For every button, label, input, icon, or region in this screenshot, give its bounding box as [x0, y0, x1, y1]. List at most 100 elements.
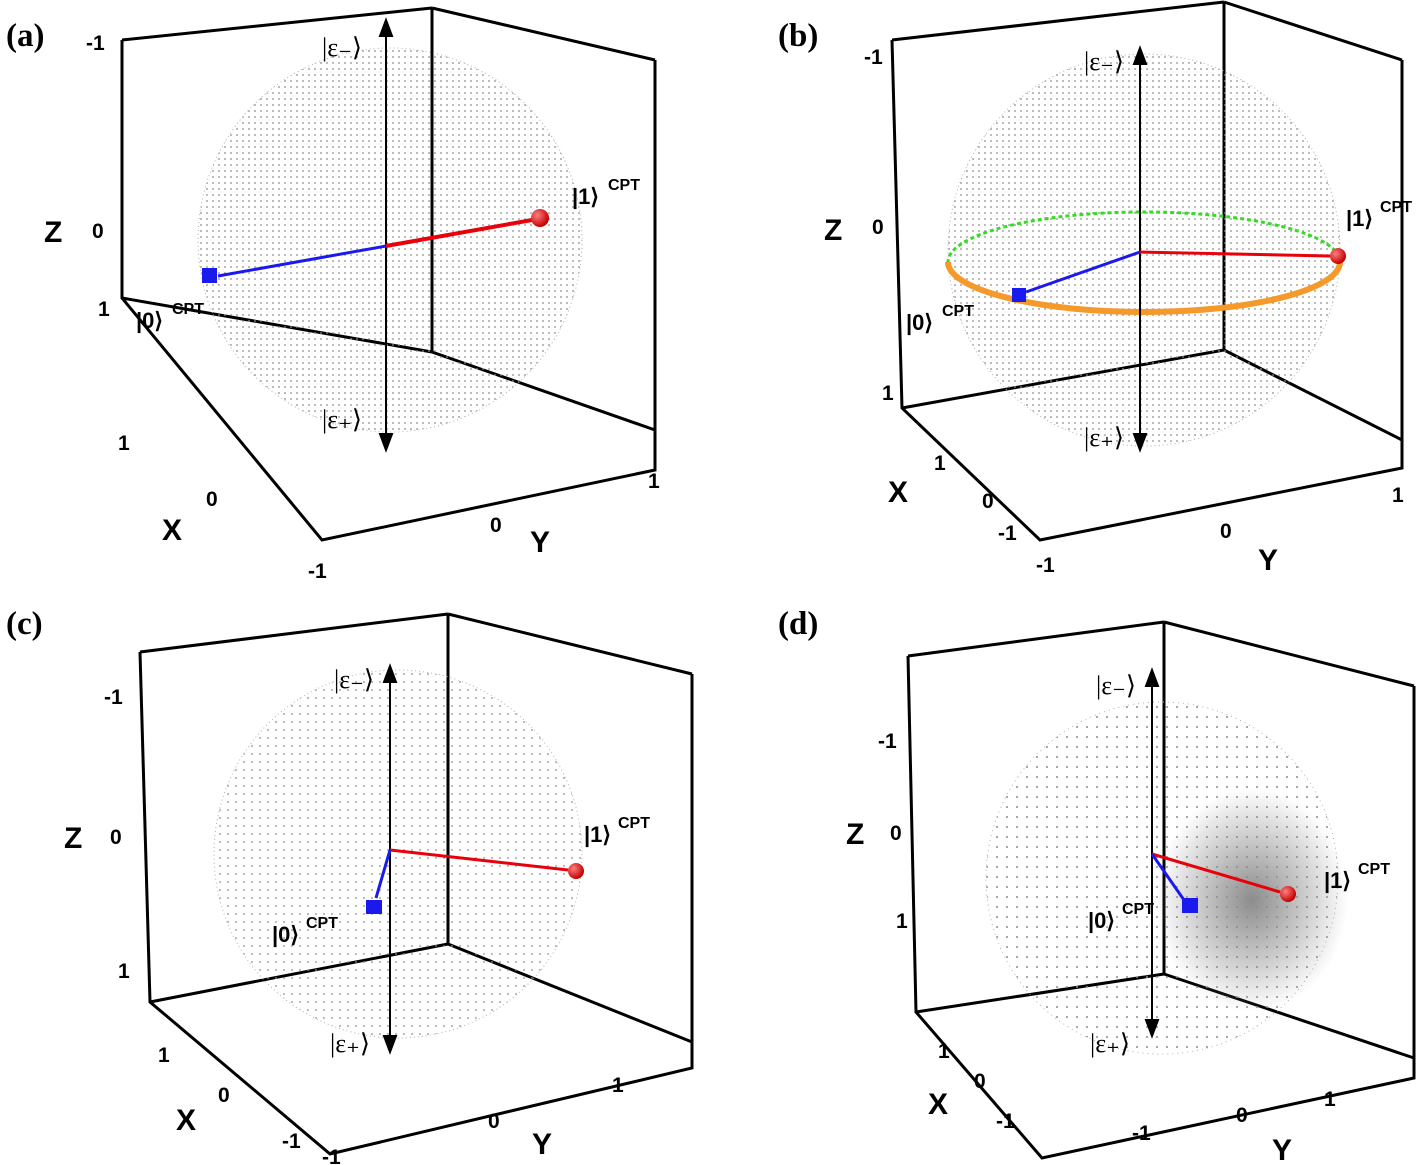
- one-vector: [1151, 852, 1281, 894]
- dense-dot-region: [1156, 788, 1348, 1012]
- eps-minus-label: |ε₋⟩: [1096, 671, 1136, 700]
- zero-state-label: |0⟩: [906, 310, 933, 335]
- one-state-marker: [1330, 248, 1346, 264]
- zero-vector: [1150, 853, 1186, 901]
- x-axis-label: X: [928, 1088, 948, 1121]
- x-tick: -1: [996, 1110, 1015, 1133]
- z-axis-label: Z: [846, 818, 864, 851]
- one-state-sup: CPT: [1358, 861, 1390, 878]
- z-tick: -1: [104, 686, 123, 709]
- z-axis-label: Z: [44, 216, 62, 249]
- one-state-sup: CPT: [608, 177, 640, 194]
- z-tick: -1: [878, 730, 897, 753]
- z-ticks: -1 0 1: [104, 686, 130, 983]
- z-tick: -1: [86, 32, 105, 55]
- y-tick: 0: [490, 514, 502, 537]
- eps-plus-label: |ε₊⟩: [322, 405, 362, 434]
- zero-state-label: |0⟩: [272, 922, 299, 947]
- y-tick: -1: [322, 1146, 341, 1164]
- y-tick: 1: [1324, 1088, 1336, 1111]
- y-tick: -1: [1132, 1122, 1151, 1145]
- panel-label: (a): [6, 18, 44, 54]
- x-tick: 1: [118, 432, 130, 455]
- z-tick: 1: [118, 960, 130, 983]
- eps-plus-label: |ε₊⟩: [330, 1029, 370, 1058]
- x-ticks: 1 0 -1: [934, 452, 1017, 545]
- y-tick: 1: [648, 470, 660, 493]
- bloch-sphere-plot-b: (b) -1 0 1 1 0 -1 -1 0 1 Z X Y |ε₋⟩ |ε₊⟩…: [778, 0, 1412, 577]
- eps-axis-arrow: [382, 663, 398, 1055]
- z-axis-label: Z: [824, 214, 842, 247]
- y-tick: 0: [488, 1110, 500, 1133]
- one-vector: [389, 848, 569, 872]
- eps-plus-label: |ε₊⟩: [1090, 1029, 1130, 1058]
- zero-state-sup: CPT: [1122, 901, 1154, 918]
- y-ticks: -1 0 1: [322, 1074, 624, 1164]
- x-tick: 0: [206, 488, 218, 511]
- z-tick: 0: [92, 220, 104, 243]
- one-state-label: |1⟩: [1346, 206, 1373, 231]
- z-ticks: -1 0 1: [878, 730, 908, 933]
- bloch-sphere-plot-c: (c) -1 0 1 1 0 -1 -1 0 1 Z X Y |ε₋⟩ |ε₊⟩…: [6, 606, 694, 1164]
- z-tick: 0: [890, 822, 902, 845]
- one-vector: [385, 218, 533, 248]
- one-state-marker: [531, 209, 549, 227]
- panel-c: (c) -1 0 1 1 0 -1 -1 0 1 Z X Y |ε₋⟩ |ε₊⟩…: [0, 582, 712, 1164]
- y-axis-label: Y: [532, 1128, 552, 1161]
- eps-minus-label: |ε₋⟩: [1084, 47, 1124, 76]
- y-tick: 1: [1392, 484, 1404, 507]
- eps-plus-label: |ε₊⟩: [1084, 423, 1124, 452]
- x-axis-label: X: [888, 476, 908, 509]
- x-tick: 1: [934, 452, 946, 475]
- one-state-sup: CPT: [1380, 199, 1412, 216]
- x-axis-label: X: [162, 514, 182, 547]
- one-vector: [1139, 250, 1331, 258]
- one-state-label: |1⟩: [572, 184, 599, 209]
- x-tick: 0: [982, 490, 994, 513]
- panel-label: (b): [778, 18, 818, 54]
- eps-axis-arrow: [378, 17, 394, 453]
- zero-state-sup: CPT: [172, 301, 204, 318]
- z-tick: -1: [864, 46, 883, 69]
- x-ticks: 1 0 -1: [118, 432, 327, 582]
- one-state-label: |1⟩: [1324, 868, 1351, 893]
- y-tick: 1: [612, 1074, 624, 1097]
- z-ticks: -1 0 1: [864, 46, 894, 405]
- lower-ring: [945, 261, 1343, 315]
- zero-state-label: |0⟩: [1088, 908, 1115, 933]
- z-tick: 1: [882, 382, 894, 405]
- one-state-marker: [1280, 886, 1296, 902]
- zero-state-marker: [202, 268, 217, 283]
- y-tick: 0: [1236, 1104, 1248, 1127]
- x-tick: 0: [974, 1070, 986, 1093]
- y-tick: 0: [1220, 520, 1232, 543]
- zero-state-marker: [1182, 898, 1198, 913]
- zero-vector: [374, 849, 392, 899]
- eps-axis-arrow: [1144, 667, 1160, 1039]
- panel-d: (d) -1 0 1 1 0 -1 -1 0 1 Z X Y |ε₋⟩ |ε₊⟩…: [712, 582, 1424, 1164]
- x-tick: -1: [308, 560, 327, 582]
- zero-state-marker: [366, 900, 382, 914]
- one-state-marker: [568, 863, 584, 879]
- zero-state-sup: CPT: [306, 915, 338, 932]
- x-tick: 1: [158, 1044, 170, 1067]
- one-state-sup: CPT: [618, 815, 650, 832]
- zero-state-marker: [1012, 288, 1026, 302]
- zero-state-label: |0⟩: [136, 308, 163, 333]
- y-ticks: -1 0 1: [1036, 484, 1404, 577]
- eps-axis-arrow: [1132, 45, 1148, 453]
- sphere-surface: [197, 47, 583, 433]
- zero-state-sup: CPT: [942, 303, 974, 320]
- zero-vector: [217, 244, 387, 278]
- bloch-sphere-plot-d: (d) -1 0 1 1 0 -1 -1 0 1 Z X Y |ε₋⟩ |ε₊⟩…: [778, 606, 1416, 1164]
- y-ticks: -1 0 1: [1132, 1088, 1336, 1145]
- y-tick: -1: [1036, 554, 1055, 577]
- z-axis-label: Z: [64, 822, 82, 855]
- panel-a: (a) -1 0 1 1 0 -1 0 1 Z X Y |ε₋⟩ |ε₊⟩: [0, 0, 712, 582]
- x-ticks: 1 0 -1: [938, 1040, 1015, 1133]
- x-tick: 1: [938, 1040, 950, 1063]
- x-tick: -1: [282, 1130, 301, 1153]
- y-axis-label: Y: [530, 526, 550, 559]
- y-ticks: 0 1: [490, 470, 660, 537]
- eps-minus-label: |ε₋⟩: [322, 33, 362, 62]
